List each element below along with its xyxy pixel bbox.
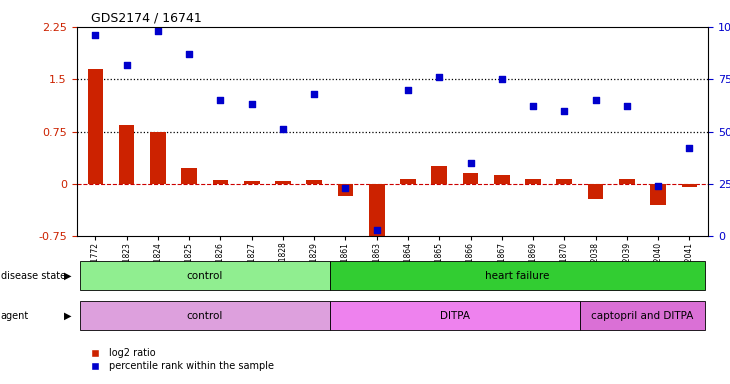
Point bbox=[90, 32, 101, 38]
Legend: log2 ratio, percentile rank within the sample: log2 ratio, percentile rank within the s… bbox=[82, 344, 277, 375]
Point bbox=[308, 91, 320, 97]
Bar bbox=[330, 261, 705, 290]
Bar bbox=[650, 184, 666, 205]
Text: disease state: disease state bbox=[1, 270, 66, 281]
Bar bbox=[369, 184, 385, 243]
Bar bbox=[275, 181, 291, 184]
Bar bbox=[556, 179, 572, 184]
Bar bbox=[80, 301, 330, 330]
Text: ▶: ▶ bbox=[64, 311, 72, 321]
Point bbox=[527, 103, 539, 109]
Bar bbox=[400, 179, 416, 184]
Bar bbox=[588, 184, 604, 199]
Point bbox=[465, 160, 477, 166]
Text: GDS2174 / 16741: GDS2174 / 16741 bbox=[91, 12, 202, 25]
Bar bbox=[244, 181, 260, 184]
Bar bbox=[150, 131, 166, 184]
Point bbox=[215, 97, 226, 103]
Bar bbox=[181, 169, 197, 184]
Text: agent: agent bbox=[1, 311, 29, 321]
Text: heart failure: heart failure bbox=[485, 270, 550, 281]
Bar bbox=[119, 124, 134, 184]
Point bbox=[496, 76, 507, 82]
Point bbox=[121, 61, 133, 68]
Bar bbox=[330, 301, 580, 330]
Point bbox=[558, 108, 570, 114]
Bar bbox=[580, 301, 705, 330]
Bar bbox=[463, 174, 478, 184]
Bar bbox=[431, 166, 447, 184]
Text: control: control bbox=[187, 270, 223, 281]
Bar bbox=[682, 184, 697, 187]
Point bbox=[652, 183, 664, 189]
Point bbox=[339, 185, 351, 191]
Point bbox=[402, 87, 414, 93]
Bar bbox=[494, 175, 510, 184]
Point bbox=[434, 74, 445, 80]
Bar bbox=[307, 180, 322, 184]
Text: control: control bbox=[187, 311, 223, 321]
Point bbox=[590, 97, 602, 103]
Bar bbox=[525, 179, 541, 184]
Bar bbox=[338, 184, 353, 196]
Text: ▶: ▶ bbox=[64, 270, 72, 281]
Point bbox=[621, 103, 633, 109]
Point bbox=[183, 51, 195, 57]
Bar bbox=[619, 179, 634, 184]
Bar bbox=[212, 180, 228, 184]
Text: DITPA: DITPA bbox=[440, 311, 470, 321]
Bar bbox=[88, 69, 103, 184]
Point bbox=[371, 227, 383, 233]
Point bbox=[277, 126, 289, 132]
Bar bbox=[80, 261, 330, 290]
Point bbox=[152, 28, 164, 34]
Point bbox=[246, 101, 258, 108]
Point bbox=[683, 145, 695, 151]
Text: captopril and DITPA: captopril and DITPA bbox=[591, 311, 694, 321]
